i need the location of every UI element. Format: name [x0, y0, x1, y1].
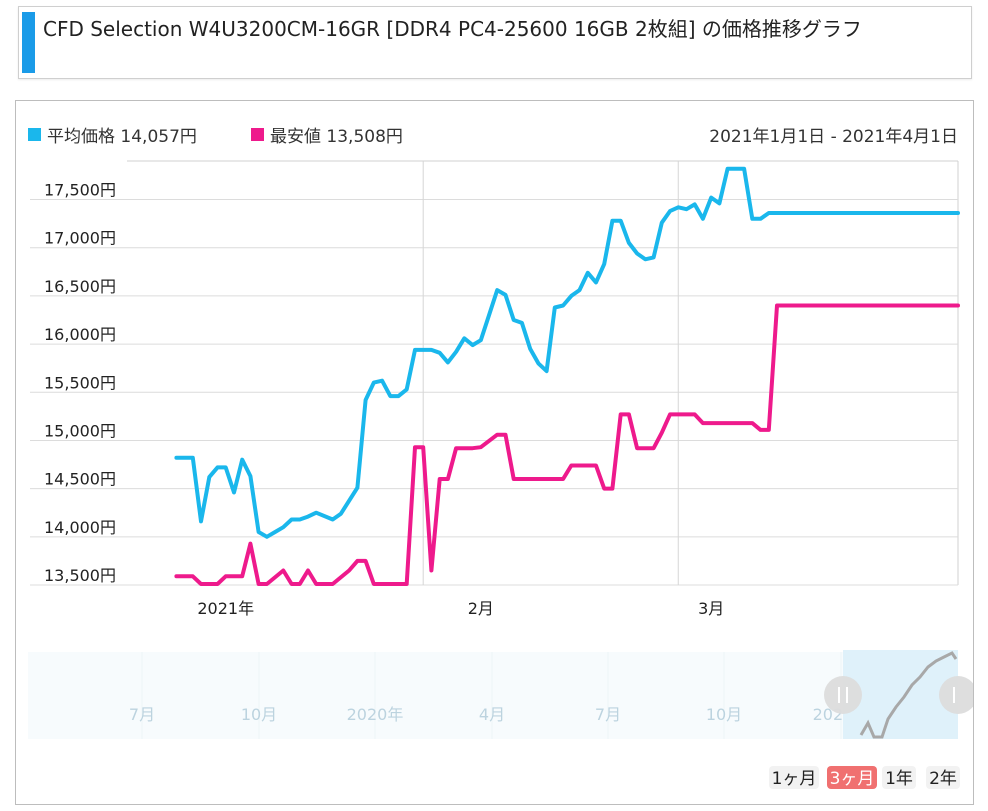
- range-button-2[interactable]: 3ヶ月: [827, 766, 877, 789]
- chart-grid: [30, 160, 959, 586]
- y-tick-label: 14,000円: [44, 518, 116, 537]
- y-tick-label: 16,000円: [44, 325, 116, 344]
- title-box: CFD Selection W4U3200CM-16GR [DDR4 PC4-2…: [18, 6, 972, 79]
- price-chart: 平均価格 14,057円 最安値 13,508円 2021年1月1日 - 202…: [28, 127, 977, 789]
- range-button-label: 1ヶ月: [772, 769, 817, 789]
- range-button-1[interactable]: 1ヶ月: [769, 766, 819, 789]
- page-title: CFD Selection W4U3200CM-16GR [DDR4 PC4-2…: [43, 17, 862, 41]
- y-axis: 13,500円 14,000円 14,500円 15,000円 15,500円 16,00…: [44, 181, 116, 585]
- x-axis: 2021年 2月 3月: [197, 599, 724, 618]
- chart-container: 平均価格 14,057円 最安値 13,508円 2021年1月1日 - 202…: [15, 100, 977, 805]
- navigator-label: 7月: [595, 705, 621, 724]
- x-tick-label: 2月: [468, 599, 494, 618]
- y-tick-label: 13,500円: [44, 566, 116, 585]
- y-tick-label: 14,500円: [44, 470, 116, 489]
- range-button-bg: [769, 766, 819, 789]
- x-tick-label: 2021年: [197, 599, 254, 618]
- navigator-label: 7月: [129, 705, 155, 724]
- y-tick-label: 17,000円: [44, 229, 116, 248]
- range-button-3[interactable]: 1年: [882, 766, 916, 789]
- y-tick-label: 17,500円: [44, 181, 116, 200]
- avg-price-line: [174, 166, 960, 539]
- legend-avg-swatch: [28, 128, 41, 141]
- x-tick-label: 3月: [698, 599, 724, 618]
- navigator-label: 2020年: [347, 705, 404, 724]
- legend-avg-label[interactable]: 平均価格 14,057円: [47, 127, 197, 147]
- navigator-background: [28, 652, 958, 739]
- plot-area: [174, 166, 960, 586]
- navigator-label: 10月: [706, 705, 742, 724]
- title-accent-bar: [22, 12, 35, 73]
- navigator-label: 4月: [479, 705, 505, 724]
- navigator-handle-right[interactable]: [939, 676, 977, 714]
- legend-min-label[interactable]: 最安値 13,508円: [270, 127, 403, 147]
- y-tick-label: 16,500円: [44, 277, 116, 296]
- range-button-label: 1年: [885, 769, 913, 789]
- range-button-bg: [882, 766, 916, 789]
- min-price-line: [174, 303, 960, 586]
- navigator-selection[interactable]: [843, 650, 958, 739]
- legend-min-swatch: [251, 128, 264, 141]
- date-range-label: 2021年1月1日 - 2021年4月1日: [709, 127, 958, 147]
- range-button-label: 2年: [929, 769, 957, 789]
- y-tick-label: 15,000円: [44, 421, 116, 440]
- range-button-4[interactable]: 2年: [926, 766, 960, 789]
- y-tick-label: 15,500円: [44, 373, 116, 392]
- range-button-bg: [926, 766, 960, 789]
- range-button-label: 3ヶ月: [830, 769, 875, 789]
- range-button-bg: [827, 766, 877, 789]
- navigator-label: 10月: [241, 705, 277, 724]
- navigator-handle-left[interactable]: [824, 676, 862, 714]
- range-selector: 1ヶ月 3ヶ月 1年 2年: [769, 766, 960, 789]
- navigator-mini-line: [859, 651, 958, 739]
